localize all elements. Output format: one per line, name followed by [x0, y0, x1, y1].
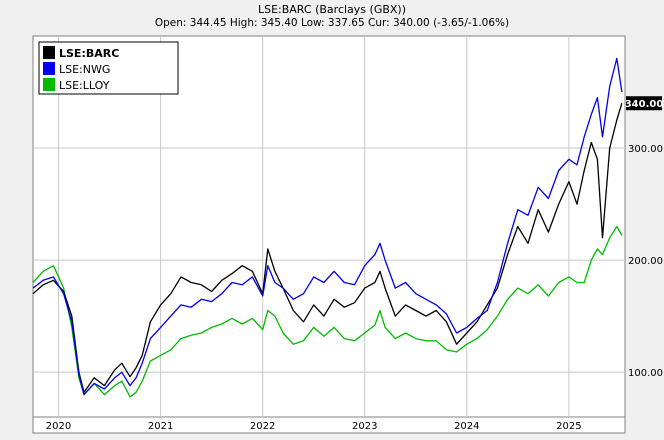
legend-label-nwg: LSE:NWG	[59, 63, 110, 76]
x-tick-label: 2023	[352, 421, 377, 432]
series-line-lse-lloy	[32, 225, 623, 398]
legend-swatch-lloy	[43, 78, 55, 91]
x-tick-label: 2020	[46, 421, 71, 432]
chart-title: LSE:BARC (Barclays (GBX))	[257, 3, 407, 16]
current-price-box	[626, 96, 662, 111]
legend-label-lloy: LSE:LLOY	[59, 79, 110, 92]
legend-swatch-nwg	[43, 62, 55, 75]
current-price-marker: 340.00	[625, 96, 664, 111]
legend-label-barc: LSE:BARC	[59, 47, 119, 60]
legend: LSE:BARC LSE:NWG LSE:LLOY	[38, 41, 179, 95]
legend-swatch-barc	[43, 46, 55, 59]
series-line-lse-barc	[32, 103, 623, 393]
series-line-lse-nwg	[32, 57, 623, 396]
chart-subtitle: Open: 344.45 High: 345.40 Low: 337.65 Cu…	[154, 17, 510, 29]
y-tick-label: 200.00	[628, 256, 663, 267]
y-tick-label: 100.00	[628, 368, 663, 379]
x-axis-band	[32, 416, 626, 434]
y-tick-label: 300.00	[628, 144, 663, 155]
x-tick-label: 2025	[556, 421, 581, 432]
axis-ticks: 2020 2021 2022 2023 2024 2025 100.00 200.00 300.…	[46, 144, 663, 432]
series-lines	[32, 57, 623, 398]
current-price-label: 340.00	[625, 99, 664, 110]
x-tick-label: 2022	[250, 421, 275, 432]
grid-lines	[33, 36, 625, 417]
x-tick-label: 2024	[454, 421, 479, 432]
plot-area	[32, 35, 626, 418]
x-tick-label: 2021	[148, 421, 173, 432]
legend-box	[38, 41, 179, 95]
